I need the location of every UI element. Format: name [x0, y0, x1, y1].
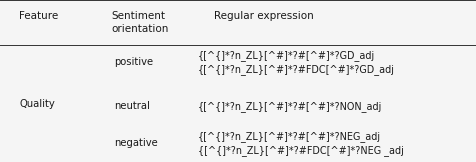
Text: Sentiment
orientation: Sentiment orientation — [112, 11, 169, 34]
Text: {[^{]*?n_ZL}[^#]*?#[^#]*?NON_adj: {[^{]*?n_ZL}[^#]*?#[^#]*?NON_adj — [198, 101, 382, 112]
Text: {[^{]*?n_ZL}[^#]*?#[^#]*?GD_adj
{[^{]*?n_ZL}[^#]*?#FDC[^#]*?GD_adj: {[^{]*?n_ZL}[^#]*?#[^#]*?GD_adj {[^{]*?n… — [198, 50, 395, 75]
Text: Quality: Quality — [19, 99, 55, 109]
Text: neutral: neutral — [114, 101, 150, 111]
Text: positive: positive — [114, 57, 153, 67]
Text: negative: negative — [114, 138, 158, 148]
Text: Regular expression: Regular expression — [214, 11, 314, 21]
Text: Feature: Feature — [19, 11, 58, 21]
Text: {[^{]*?n_ZL}[^#]*?#[^#]*?NEG_adj
{[^{]*?n_ZL}[^#]*?#FDC[^#]*?NEG _adj: {[^{]*?n_ZL}[^#]*?#[^#]*?NEG_adj {[^{]*?… — [198, 131, 404, 156]
